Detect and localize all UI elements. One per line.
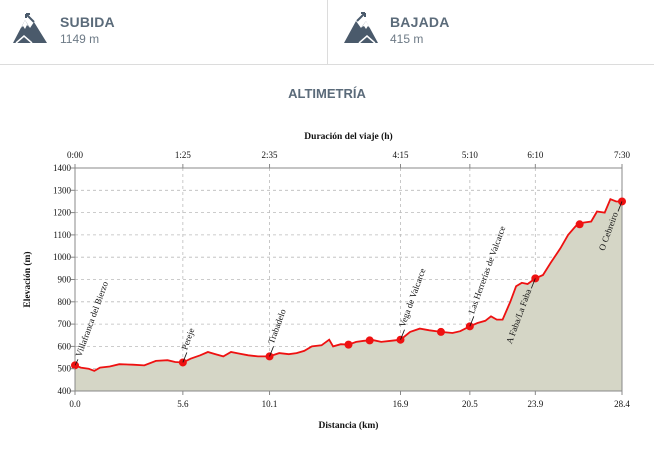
top-tick-label: 1:25: [175, 150, 192, 160]
waypoint-marker: [396, 335, 405, 344]
y-tick-label: 800: [58, 297, 72, 307]
ascent-value: 1149 m: [60, 32, 100, 46]
annotation-label: Villafranca del Bierzo: [73, 280, 110, 359]
waypoint-marker: [344, 340, 353, 349]
waypoint-marker: [436, 327, 445, 336]
waypoint-marker: [465, 322, 474, 331]
annotation-leader: [400, 329, 405, 340]
waypoint-marker: [575, 220, 584, 229]
x-tick-label: 0.0: [69, 399, 81, 409]
y-tick-label: 400: [58, 386, 72, 396]
top-tick-label: 5:10: [462, 150, 479, 160]
annotation-label: Pereje: [179, 327, 196, 352]
top-tick-label: 0:00: [67, 150, 84, 160]
y-tick-label: 500: [58, 364, 72, 374]
y-axis-title: Elevación (m): [22, 251, 33, 307]
annotation-label: Vega de Valcarce: [397, 267, 428, 328]
y-tick-label: 1300: [53, 185, 72, 195]
elevation-chart: Villafranca del Bierzo Pereje Trabadelo Veg…: [22, 131, 631, 431]
y-tick-label: 600: [58, 341, 72, 351]
ascent-stat: SUBIDA 1149 m: [0, 0, 328, 64]
x-tick-label: 28.4: [614, 399, 630, 409]
stats-bar: SUBIDA 1149 m BAJADA 415 m: [0, 0, 654, 65]
annotation-leader: [469, 316, 475, 327]
x-tick-label: 16.9: [393, 399, 409, 409]
x-axis-title: Distancia (km): [319, 420, 379, 431]
annotation-leader: [269, 346, 274, 357]
chart-title: Duración del viaje (h): [304, 131, 392, 142]
x-tick-label: 5.6: [177, 399, 189, 409]
x-tick-label: 23.9: [527, 399, 543, 409]
annotation-leader: [182, 352, 188, 363]
descent-label: BAJADA: [390, 14, 450, 30]
annotation-leader: [617, 201, 623, 212]
top-tick-label: 4:15: [392, 150, 409, 160]
mountain-up-icon: [13, 13, 47, 44]
x-tick-label: 10.1: [262, 399, 278, 409]
x-tick-label: 20.5: [462, 399, 478, 409]
annotation-leader: [74, 359, 79, 366]
y-tick-label: 1000: [53, 252, 72, 262]
elevation-line: [74, 198, 622, 372]
top-tick-label: 6:10: [527, 150, 544, 160]
descent-stat: BAJADA 415 m: [328, 0, 654, 64]
y-tick-label: 700: [58, 319, 72, 329]
section-title: ALTIMETRÍA: [288, 86, 366, 101]
y-tick-label: 1400: [53, 163, 72, 173]
descent-value: 415 m: [390, 32, 424, 46]
annotation-leader: [530, 278, 536, 289]
top-tick-label: 2:35: [262, 150, 279, 160]
mountain-down-icon: [344, 12, 378, 44]
y-tick-label: 1100: [53, 230, 71, 240]
waypoint-marker: [365, 336, 374, 345]
ascent-label: SUBIDA: [60, 14, 115, 30]
y-tick-label: 900: [58, 275, 72, 285]
y-tick-label: 1200: [53, 208, 72, 218]
top-tick-label: 7:30: [614, 150, 631, 160]
elevation-area: [75, 199, 622, 391]
